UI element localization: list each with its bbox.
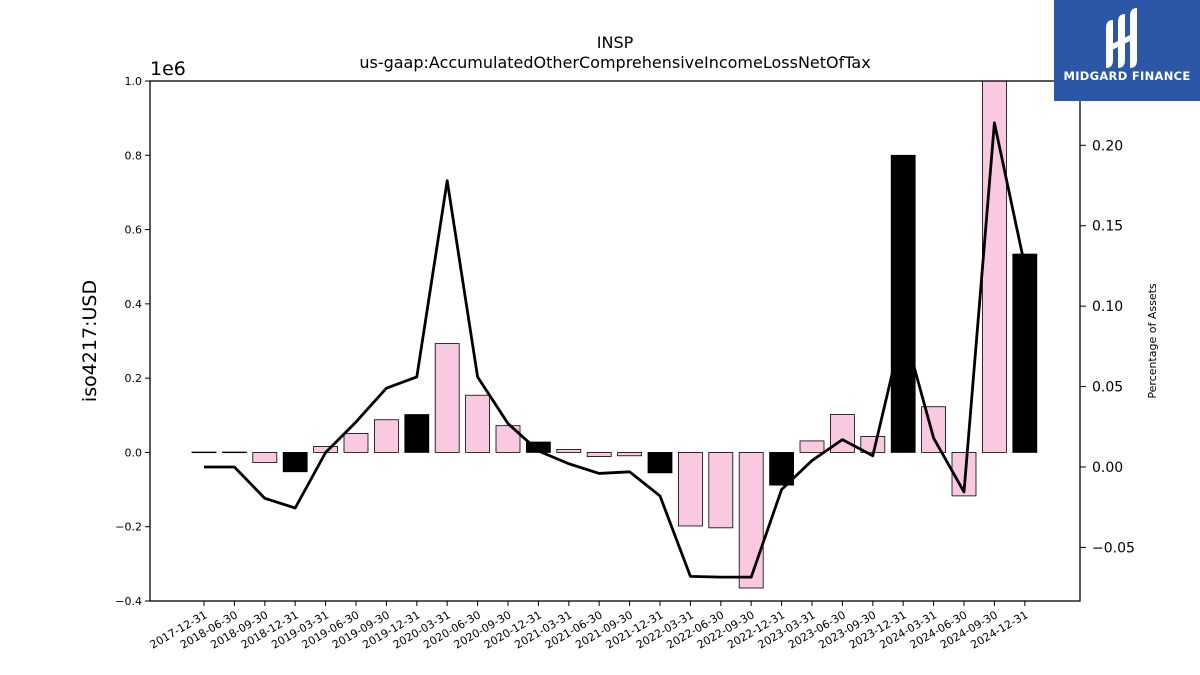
bar-2018-06-30 [221, 451, 247, 454]
bar-2022-06-30 [708, 452, 734, 529]
bar-2022-12-31 [769, 452, 794, 486]
y-tick-label: −0.2 [115, 521, 142, 534]
y2-tick-label: 0.05 [1092, 380, 1123, 396]
chart-title: INSP [597, 33, 634, 52]
bar-2020-12-31 [526, 441, 551, 453]
y-axis-ticks: −0.4 −0.2 0.0 0.2 0.4 0.6 0.8 1.0 [115, 75, 150, 608]
bar-2022-09-30 [738, 452, 764, 589]
bar-2019-06-30 [343, 433, 369, 453]
y-axis-label: iso4217:USD [79, 280, 101, 402]
bar-2019-09-30 [373, 419, 399, 453]
y-tick-label: 0.8 [125, 149, 143, 162]
plot-frame [149, 80, 1081, 602]
bar-2023-03-31 [799, 440, 825, 453]
y-multiplier-label: 1e6 [150, 58, 186, 80]
bar-2021-09-30 [617, 452, 642, 457]
midgard-logo: MIDGARD FINANCE [1054, 0, 1200, 101]
y-tick-label: 1.0 [125, 75, 143, 88]
y-tick-label: −0.4 [115, 595, 142, 608]
y-tick-label: 0.2 [125, 372, 143, 385]
bar-2020-06-30 [465, 394, 491, 453]
bar-2024-03-31 [921, 406, 946, 453]
logo-text: MIDGARD FINANCE [1063, 69, 1191, 83]
y-tick-label: 0.4 [125, 298, 143, 311]
y-tick-label: 0.6 [125, 224, 143, 237]
y2-axis-ticks: −0.05 0.00 0.05 0.10 0.15 0.20 [1080, 138, 1135, 556]
bar-2021-06-30 [586, 452, 612, 457]
bar-2024-12-31 [1012, 253, 1038, 453]
assets-percentage-line [204, 121, 1027, 579]
y2-tick-label: 0.15 [1092, 219, 1123, 235]
y2-tick-label: −0.05 [1092, 540, 1135, 556]
y2-axis-label: Percentage of Assets [1146, 283, 1159, 399]
line-group [204, 121, 1027, 579]
bar-2022-03-31 [678, 452, 703, 527]
bar-group [191, 80, 1038, 589]
bar-2017-12-31 [191, 451, 217, 454]
y2-tick-label: 0.10 [1092, 299, 1123, 315]
y-tick-label: 0.0 [125, 446, 143, 459]
bar-2024-09-30 [982, 80, 1007, 453]
bar-2021-03-31 [556, 449, 582, 453]
bar-2018-12-31 [282, 452, 308, 473]
chart-subtitle: us-gaap:AccumulatedOtherComprehensiveInc… [359, 53, 870, 72]
bar-2021-12-31 [647, 452, 673, 474]
midgard-logo-icon [1106, 8, 1137, 68]
bar-2019-12-31 [404, 414, 430, 453]
y2-tick-label: 0.20 [1092, 138, 1123, 154]
y2-tick-label: 0.00 [1092, 460, 1123, 476]
bar-2020-03-31 [434, 343, 460, 453]
x-axis-ticks: 2017-12-312018-06-302018-09-302018-12-31… [148, 601, 1030, 652]
bar-2018-09-30 [252, 452, 278, 463]
bar-2023-12-31 [890, 154, 916, 453]
